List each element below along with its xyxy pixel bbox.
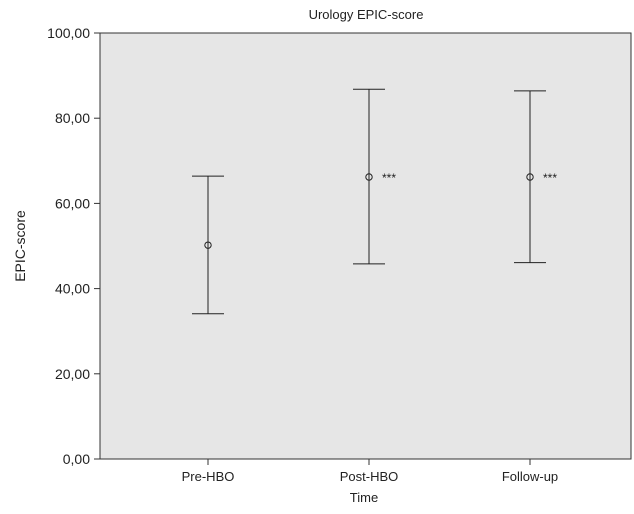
y-tick-label: 0,00 [63, 451, 90, 467]
y-axis: 0,00 20,00 40,00 60,00 80,00 100,00 [47, 25, 100, 467]
y-axis-label: EPIC-score [12, 210, 28, 282]
x-tick-label: Follow-up [502, 469, 558, 484]
y-tick-label: 40,00 [55, 281, 90, 297]
x-tick-label: Pre-HBO [182, 469, 235, 484]
mean-point [365, 173, 373, 181]
x-axis-label: Time [350, 490, 378, 505]
significance-annotation: *** [382, 171, 396, 185]
significance-annotation: *** [543, 171, 557, 185]
x-axis: Pre-HBO Post-HBO Follow-up [182, 459, 558, 484]
mean-point [204, 241, 212, 249]
mean-point [526, 173, 534, 181]
x-tick-label: Post-HBO [340, 469, 399, 484]
y-tick-label: 80,00 [55, 110, 90, 126]
y-tick-label: 100,00 [47, 25, 90, 41]
y-tick-label: 60,00 [55, 195, 90, 211]
chart-title: Urology EPIC-score [309, 7, 424, 22]
y-tick-label: 20,00 [55, 366, 90, 382]
data-marks: *** *** [192, 88, 557, 315]
plot-area [99, 32, 632, 460]
